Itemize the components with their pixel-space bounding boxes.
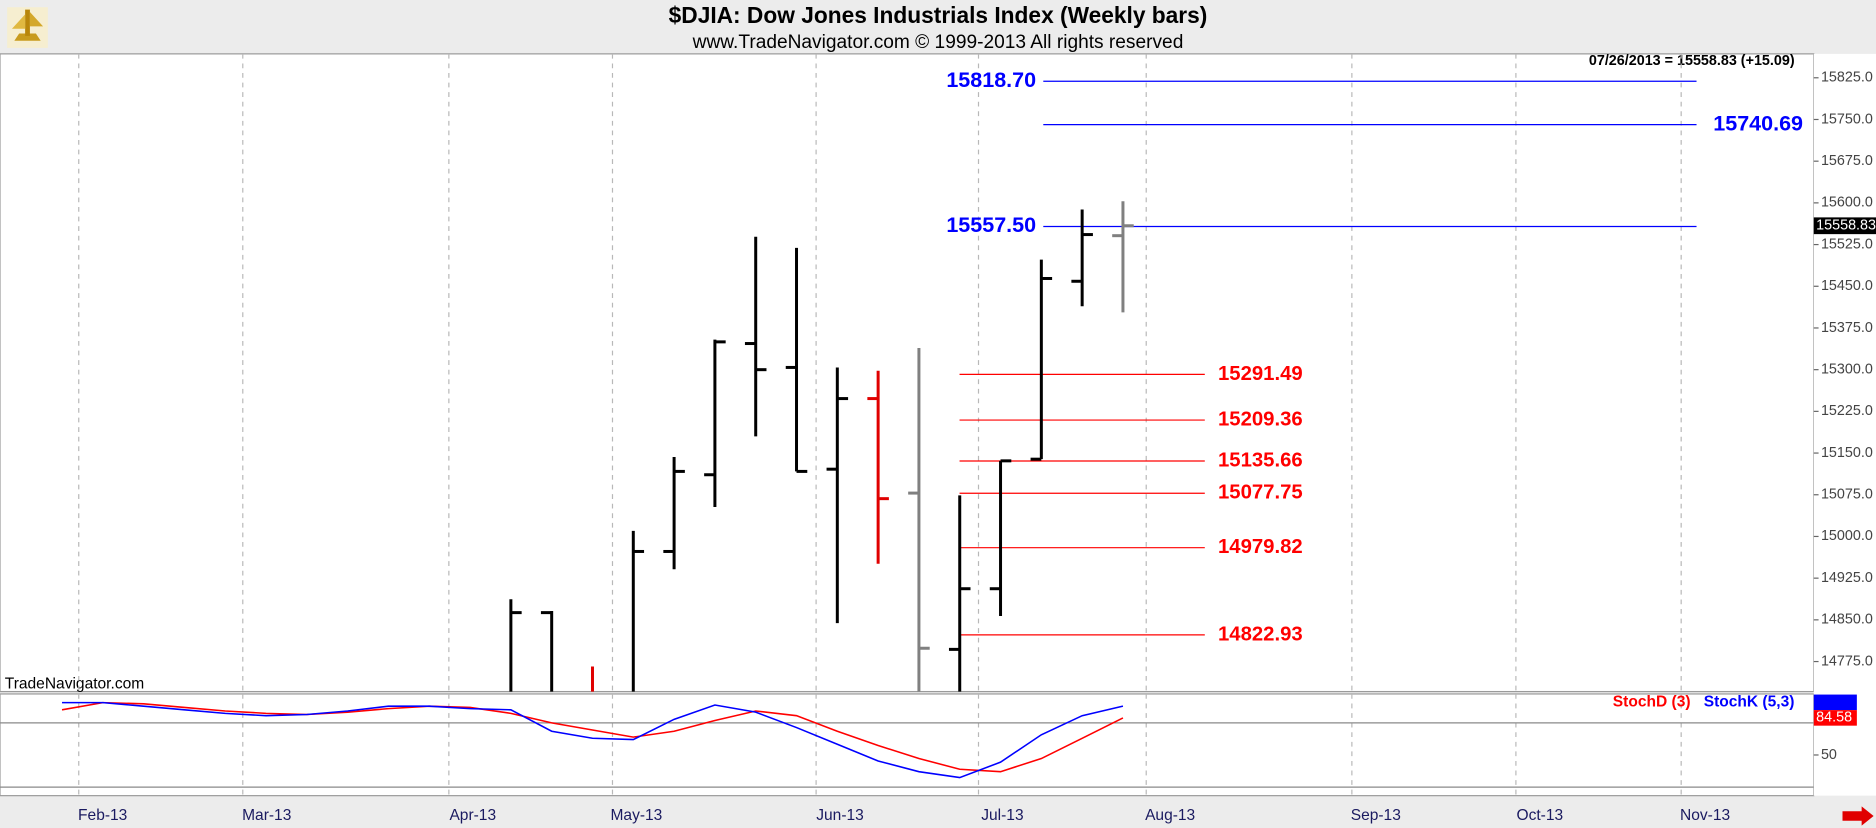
last-price-box [1813, 217, 1876, 235]
quote: 07/26/2013 = 15558.83 (+15.09) [1589, 53, 1795, 69]
logo [7, 7, 48, 48]
legend-entry: StochD (3) [1613, 693, 1691, 710]
y-tick-label: 14775.0 [1821, 653, 1873, 669]
x-tick-label: Apr-13 [449, 807, 496, 824]
price-plot: 15818.70 15740.69 15557.50 15291.49 15209.36… [78, 53, 1803, 692]
last-value-box [1813, 710, 1857, 726]
x-tick-label: Sep-13 [1351, 807, 1401, 824]
y-tick-label: 15525.0 [1821, 236, 1873, 252]
x-tick-label: Jun-13 [816, 807, 864, 824]
level-label: 15740.69 [1713, 111, 1803, 135]
x-tick-label: Jul-13 [981, 807, 1023, 824]
y-tick-label: 14925.0 [1821, 570, 1873, 586]
x-tick-label: Oct-13 [1517, 807, 1564, 824]
logo-sail [29, 12, 44, 27]
legend-entry: StochK (5,3) [1704, 693, 1795, 710]
chart-subtitle: www.TradeNavigator.com © 1999-2013 All r… [692, 32, 1184, 53]
overlay: Feb-13 Mar-13 Apr-13 May-13 Jun-13 Jul-13 Aug-… [78, 70, 1876, 824]
y-tick-label: 15225.0 [1821, 403, 1873, 419]
level-label: 15209.36 [1218, 408, 1303, 430]
y-tick-label: 14850.0 [1821, 612, 1873, 628]
stoch-panel [0, 693, 1815, 797]
stoch-plot [0, 693, 1814, 796]
last-price-label: 15558.83 [1816, 218, 1876, 234]
watermark: TradeNavigator.com [5, 676, 144, 693]
last-value-box [1813, 694, 1857, 711]
x-tick-label: Nov-13 [1680, 807, 1730, 824]
logo-base [14, 33, 41, 41]
last-value-label: 84.58 [1816, 710, 1852, 726]
level-label: 15135.66 [1218, 449, 1303, 471]
level-label: 14822.93 [1218, 623, 1303, 645]
y-tick-label: 15450.0 [1821, 278, 1873, 294]
price-panel [0, 53, 1815, 693]
y-tick-label: 15600.0 [1821, 195, 1873, 211]
level-label: 15291.49 [1218, 363, 1303, 385]
stoch-line [61, 701, 1124, 773]
y-tick-label: 15750.0 [1821, 111, 1873, 127]
chart-title: $DJIA: Dow Jones Industrials Index (Week… [669, 2, 1208, 28]
level-label: 15557.50 [946, 213, 1036, 237]
logo-mast [25, 9, 30, 36]
scroll-arrow[interactable] [1842, 806, 1874, 826]
x-tick-label: Feb-13 [78, 807, 127, 824]
level-label: 15818.70 [946, 68, 1036, 92]
y-tick-label: 15150.0 [1821, 445, 1873, 461]
y-tick-label: 15375.0 [1821, 320, 1873, 336]
y-tick-label: 15675.0 [1821, 153, 1873, 169]
x-tick-label: May-13 [610, 807, 662, 824]
x-tick-label: Mar-13 [242, 807, 291, 824]
right-axis-area [1813, 53, 1876, 796]
logo-sail [11, 14, 26, 29]
y-tick-label: 15075.0 [1821, 487, 1873, 503]
level-label: 15077.75 [1218, 482, 1303, 504]
y-tick-label: 15000.0 [1821, 528, 1873, 544]
stoch-line [62, 701, 1124, 779]
y-tick-label: 15825.0 [1821, 70, 1873, 86]
y-tick-label: 50 [1821, 747, 1837, 763]
x-tick-label: Aug-13 [1145, 807, 1195, 824]
y-tick-label: 15300.0 [1821, 361, 1873, 377]
level-label: 14979.82 [1218, 536, 1303, 558]
